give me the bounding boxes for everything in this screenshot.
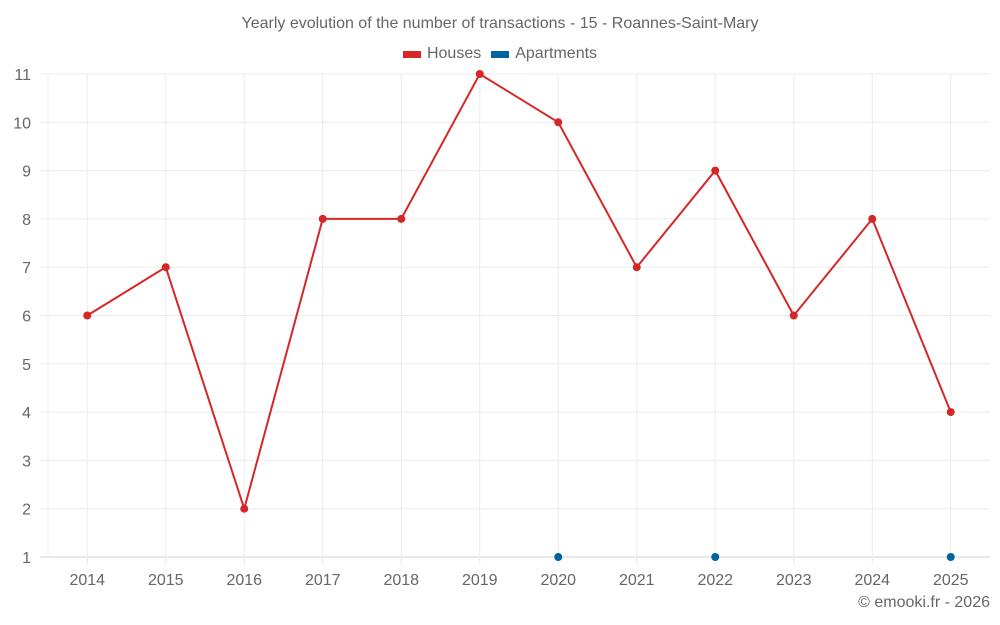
data-point[interactable] — [318, 214, 327, 223]
y-tick-label: 3 — [22, 453, 31, 470]
copyright-credit: © emooki.fr - 2026 — [858, 594, 990, 611]
data-point[interactable] — [789, 311, 798, 320]
data-point[interactable] — [554, 118, 563, 127]
x-tick-label: 2018 — [383, 572, 419, 589]
x-tick-label: 2019 — [462, 572, 498, 589]
data-point[interactable] — [632, 263, 641, 272]
series-plot — [83, 70, 955, 561]
x-tick-label: 2017 — [305, 572, 341, 589]
y-tick-label: 4 — [22, 405, 31, 422]
y-tick-label: 5 — [22, 357, 31, 374]
data-point[interactable] — [161, 263, 170, 272]
x-tick-label: 2016 — [226, 572, 262, 589]
x-tick-label: 2023 — [776, 572, 812, 589]
grid — [40, 73, 990, 565]
data-point[interactable] — [475, 70, 484, 78]
x-axis: 2014 2015 2016 2017 2018 2019 2020 2021 2022 2023… — [69, 572, 968, 589]
legend-item-apartments[interactable]: Apartments — [491, 45, 597, 63]
y-tick-label: 9 — [22, 164, 31, 181]
x-tick-label: 2020 — [540, 572, 576, 589]
legend-item-houses[interactable]: Houses — [402, 45, 482, 63]
y-tick-label: 8 — [22, 212, 31, 229]
data-point[interactable] — [83, 311, 92, 320]
legend-label-houses: Houses — [426, 45, 482, 62]
y-tick-label: 10 — [13, 115, 31, 132]
legend: Houses Apartments — [0, 45, 1000, 63]
y-tick-label: 11 — [14, 67, 31, 84]
x-tick-label: 2025 — [933, 572, 969, 589]
data-point[interactable] — [554, 553, 563, 561]
y-tick-label: 7 — [22, 260, 31, 277]
x-tick-label: 2014 — [69, 572, 105, 589]
x-tick-label: 2022 — [697, 572, 733, 589]
legend-label-apartments: Apartments — [515, 45, 598, 62]
data-point[interactable] — [240, 504, 249, 513]
y-tick-label: 2 — [22, 502, 31, 519]
x-tick-label: 2021 — [619, 572, 655, 589]
data-point[interactable] — [946, 553, 955, 561]
x-tick-label: 2015 — [148, 572, 184, 589]
series-line — [86, 72, 952, 513]
data-point[interactable] — [711, 553, 720, 561]
data-point[interactable] — [946, 408, 955, 417]
x-tick-label: 2024 — [854, 572, 890, 589]
y-axis: 1 2 3 4 5 6 7 8 9 10 11 — [13, 67, 31, 567]
data-point[interactable] — [868, 214, 877, 223]
apartments-swatch-icon — [491, 50, 510, 58]
data-point[interactable] — [711, 166, 720, 175]
houses-swatch-icon — [402, 50, 421, 58]
data-point[interactable] — [397, 214, 406, 223]
chart-title: Yearly evolution of the number of transa… — [241, 15, 759, 32]
y-tick-label: 1 — [22, 550, 31, 567]
y-tick-label: 6 — [22, 309, 31, 326]
